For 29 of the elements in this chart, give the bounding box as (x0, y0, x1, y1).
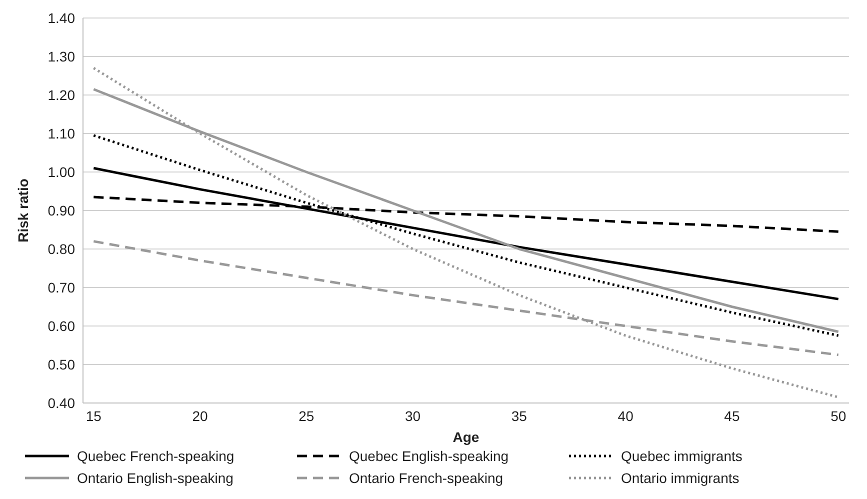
y-tick-label: 0.70 (48, 279, 76, 296)
line-series (92, 66, 840, 398)
x-tick-label: 40 (618, 408, 634, 424)
legend-label: Ontario English-speaking (77, 470, 234, 486)
x-tick-label: 25 (298, 408, 314, 424)
x-tick-label: 30 (405, 408, 421, 424)
x-tick-label: 35 (511, 408, 528, 424)
x-tick-label: 20 (192, 408, 208, 424)
y-tick-label: 1.20 (48, 86, 76, 103)
legend-label: Ontario immigrants (621, 470, 740, 486)
line-series (92, 134, 840, 337)
y-axis-title: Risk ratio (14, 178, 31, 242)
legend-label: Quebec French-speaking (77, 448, 234, 464)
x-axis-title: Age (452, 429, 480, 445)
y-tick-label: 1.40 (48, 10, 76, 26)
y-tick-label: 1.10 (48, 125, 76, 142)
x-tick-label: 50 (830, 408, 846, 424)
legend-label: Quebec immigrants (621, 448, 742, 464)
x-tick-label: 15 (86, 408, 102, 424)
y-tick-label: 1.00 (48, 164, 76, 180)
legend-label: Ontario French-speaking (349, 470, 504, 486)
y-tick-label: 0.50 (48, 356, 76, 372)
y-tick-label: 1.30 (48, 48, 76, 64)
legend-label: Quebec English-speaking (349, 448, 509, 464)
y-tick-label: 0.40 (48, 394, 76, 411)
y-tick-label: 0.90 (48, 202, 76, 218)
y-tick-label: 0.60 (48, 318, 76, 334)
y-tick-label: 0.80 (48, 240, 76, 257)
x-tick-label: 45 (724, 408, 740, 424)
